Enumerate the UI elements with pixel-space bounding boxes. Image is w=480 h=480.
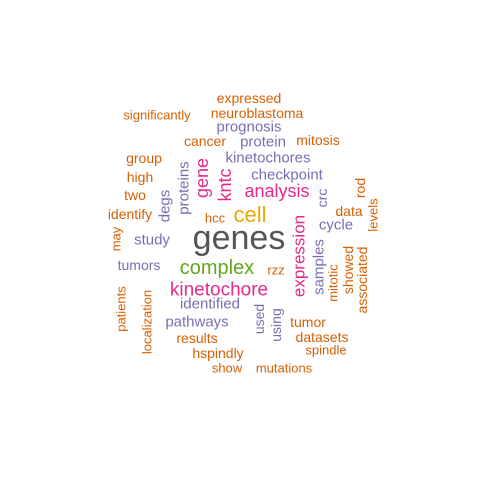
word-rzz: rzz — [267, 262, 285, 278]
word-associated: associated — [354, 246, 370, 314]
word-showed: showed — [340, 245, 356, 295]
word-gene: gene — [192, 157, 212, 199]
word-significantly: significantly — [123, 107, 191, 123]
word-identified: identified — [179, 295, 241, 313]
word-group: group — [126, 150, 162, 166]
word-samples: samples — [310, 239, 328, 295]
word-kinetochores: kinetochores — [225, 149, 311, 167]
word-two: two — [124, 187, 146, 203]
word-study: study — [134, 231, 170, 249]
word-degs: degs — [156, 189, 174, 223]
word-data: data — [335, 203, 363, 219]
word-prognosis: prognosis — [216, 118, 282, 136]
word-mitotic: mitotic — [325, 264, 341, 302]
word-hspindly: hspindly — [192, 345, 244, 361]
word-hcc: hcc — [204, 210, 226, 226]
word-datasets: datasets — [295, 329, 349, 345]
word-using: using — [268, 308, 284, 342]
word-cell: cell — [233, 202, 267, 227]
word-checkpoint: checkpoint — [251, 166, 323, 184]
word-tumor: tumor — [290, 314, 326, 330]
word-levels: levels — [365, 198, 381, 232]
word-cancer: cancer — [183, 133, 227, 149]
word-spindle: spindle — [305, 342, 347, 358]
word-identify: identify — [107, 206, 153, 222]
word-kinetochore: kinetochore — [169, 279, 269, 301]
word-mitosis: mitosis — [296, 132, 340, 148]
word-complex: complex — [179, 257, 255, 279]
word-rod: rod — [352, 177, 368, 199]
word-pathways: pathways — [165, 313, 229, 331]
word-proteins: proteins — [175, 161, 193, 215]
word-neuroblastoma: neuroblastoma — [210, 105, 304, 121]
word-localization: localization — [139, 289, 155, 355]
word-kntc: kntc — [215, 168, 235, 202]
word-cycle: cycle — [318, 216, 354, 234]
word-high: high — [126, 169, 154, 185]
word-expressed: expressed — [216, 90, 282, 106]
word-patients: patients — [113, 286, 129, 332]
word-expression: expression — [289, 214, 309, 298]
word-results: results — [176, 330, 218, 346]
word-protein: protein — [240, 133, 286, 151]
word-tumors: tumors — [117, 257, 161, 273]
word-crc: crc — [314, 188, 330, 208]
word-used: used — [251, 303, 267, 335]
word-show: show — [211, 360, 243, 376]
word-genes: genes — [192, 219, 286, 257]
word-mutations: mutations — [255, 360, 313, 376]
word-may: may — [108, 226, 124, 252]
word-analysis: analysis — [244, 181, 310, 201]
